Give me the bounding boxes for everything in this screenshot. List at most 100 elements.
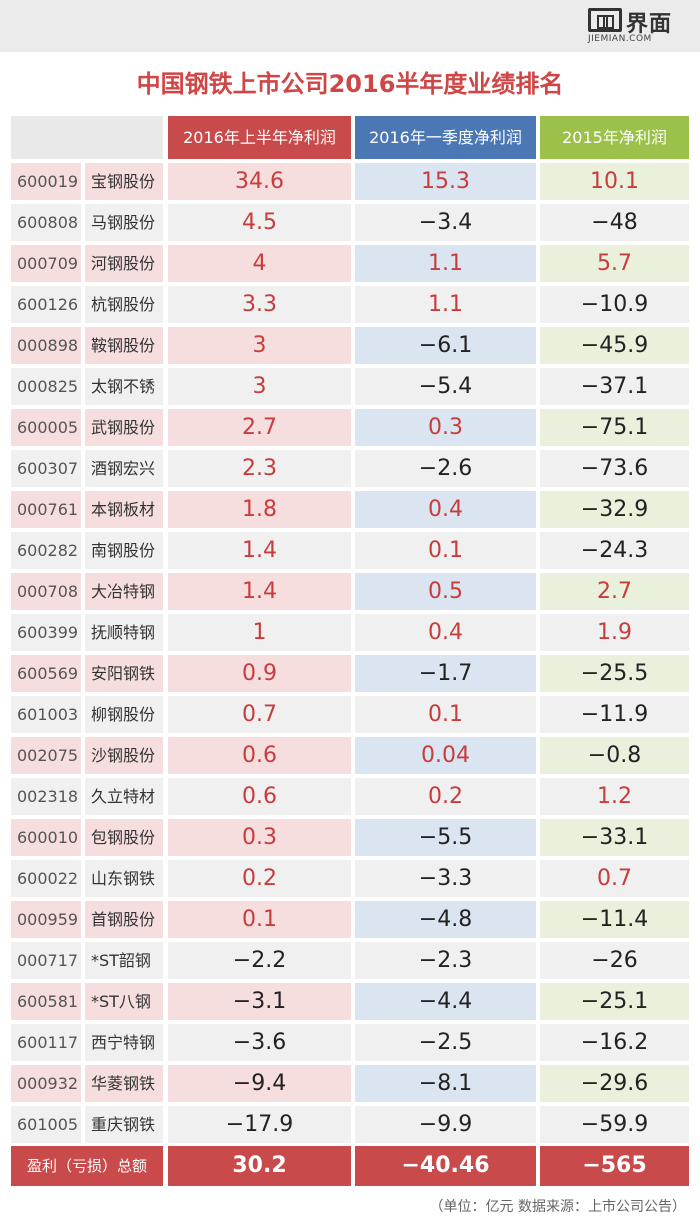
value-2015: −32.9 — [540, 491, 689, 528]
stock-code: 600117 — [11, 1024, 81, 1061]
table-row: 600282 南钢股份 1.4 0.1 −24.3 — [0, 530, 700, 571]
value-2015: −45.9 — [540, 327, 689, 364]
value-2015: −73.6 — [540, 450, 689, 487]
table-row: 600399 抚顺特钢 1 0.4 1.9 — [0, 612, 700, 653]
value-h1-2016: −3.6 — [168, 1024, 351, 1061]
value-h1-2016: 0.2 — [168, 860, 351, 897]
company-name: 杭钢股份 — [85, 286, 163, 323]
stock-code: 600019 — [11, 163, 81, 200]
value-2015: −24.3 — [540, 532, 689, 569]
value-q1-2016: 0.5 — [355, 573, 536, 610]
company-name: 马钢股份 — [85, 204, 163, 241]
value-2015: 10.1 — [540, 163, 689, 200]
value-2015: 1.2 — [540, 778, 689, 815]
company-name: 酒钢宏兴 — [85, 450, 163, 487]
value-q1-2016: 15.3 — [355, 163, 536, 200]
stock-code: 600010 — [11, 819, 81, 856]
stock-code: 002075 — [11, 737, 81, 774]
table-header: 2016年上半年净利润 2016年一季度净利润 2015年净利润 — [0, 116, 700, 159]
table-row: 600808 马钢股份 4.5 −3.4 −48 — [0, 202, 700, 243]
total-value-q1-2016: −40.46 — [355, 1146, 536, 1186]
table-row: 600005 武钢股份 2.7 0.3 −75.1 — [0, 407, 700, 448]
table-row: 600581 *ST八钢 −3.1 −4.4 −25.1 — [0, 981, 700, 1022]
table-row: 000717 *ST韶钢 −2.2 −2.3 −26 — [0, 940, 700, 981]
table-row: 600307 酒钢宏兴 2.3 −2.6 −73.6 — [0, 448, 700, 489]
value-2015: −0.8 — [540, 737, 689, 774]
logo-text-en: JIEMIAN.COM — [588, 34, 652, 44]
table-row: 601003 柳钢股份 0.7 0.1 −11.9 — [0, 694, 700, 735]
value-q1-2016: 0.1 — [355, 532, 536, 569]
company-name: 首钢股份 — [85, 901, 163, 938]
value-q1-2016: −1.7 — [355, 655, 536, 692]
value-2015: −29.6 — [540, 1065, 689, 1102]
stock-code: 600399 — [11, 614, 81, 651]
value-q1-2016: 0.04 — [355, 737, 536, 774]
value-q1-2016: −9.9 — [355, 1106, 536, 1143]
logo-mark-icon — [588, 8, 622, 32]
value-q1-2016: −4.4 — [355, 983, 536, 1020]
value-q1-2016: −5.5 — [355, 819, 536, 856]
header-h1-2016: 2016年上半年净利润 — [168, 116, 351, 159]
value-2015: −11.4 — [540, 901, 689, 938]
value-2015: −26 — [540, 942, 689, 979]
value-q1-2016: −2.5 — [355, 1024, 536, 1061]
company-name: 包钢股份 — [85, 819, 163, 856]
value-h1-2016: 4.5 — [168, 204, 351, 241]
table-body: 600019 宝钢股份 34.6 15.3 10.1 600808 马钢股份 4.5 −3.4−… — [0, 161, 700, 1145]
value-h1-2016: 0.6 — [168, 737, 351, 774]
table-row: 000761 本钢板材 1.8 0.4 −32.9 — [0, 489, 700, 530]
company-name: 武钢股份 — [85, 409, 163, 446]
table-row: 600010 包钢股份 0.3 −5.5 −33.1 — [0, 817, 700, 858]
value-h1-2016: −17.9 — [168, 1106, 351, 1143]
value-q1-2016: −3.4 — [355, 204, 536, 241]
company-name: 西宁特钢 — [85, 1024, 163, 1061]
stock-code: 000708 — [11, 573, 81, 610]
value-h1-2016: −9.4 — [168, 1065, 351, 1102]
company-name: 抚顺特钢 — [85, 614, 163, 651]
value-q1-2016: 1.1 — [355, 286, 536, 323]
value-2015: 1.9 — [540, 614, 689, 651]
value-q1-2016: 0.1 — [355, 696, 536, 733]
total-value-h1-2016: 30.2 — [168, 1146, 351, 1186]
header-q1-2016: 2016年一季度净利润 — [355, 116, 536, 159]
value-h1-2016: 3.3 — [168, 286, 351, 323]
company-name: 鞍钢股份 — [85, 327, 163, 364]
stock-code: 600307 — [11, 450, 81, 487]
stock-code: 600005 — [11, 409, 81, 446]
value-q1-2016: −5.4 — [355, 368, 536, 405]
value-q1-2016: 0.2 — [355, 778, 536, 815]
value-h1-2016: 2.3 — [168, 450, 351, 487]
value-h1-2016: 1.4 — [168, 532, 351, 569]
table-row: 600019 宝钢股份 34.6 15.3 10.1 — [0, 161, 700, 202]
value-h1-2016: 2.7 — [168, 409, 351, 446]
value-h1-2016: 4 — [168, 245, 351, 282]
stock-code: 000932 — [11, 1065, 81, 1102]
company-name: 河钢股份 — [85, 245, 163, 282]
value-2015: −33.1 — [540, 819, 689, 856]
total-label: 盈利（亏损）总额 — [11, 1146, 163, 1186]
value-q1-2016: −4.8 — [355, 901, 536, 938]
table-row: 600126 杭钢股份 3.3 1.1 −10.9 — [0, 284, 700, 325]
stock-code: 600126 — [11, 286, 81, 323]
company-name: *ST韶钢 — [85, 942, 163, 979]
value-2015: 5.7 — [540, 245, 689, 282]
stock-code: 000709 — [11, 245, 81, 282]
table-row: 600569 安阳钢铁 0.9 −1.7 −25.5 — [0, 653, 700, 694]
chart-title: 中国钢铁上市公司2016半年度业绩排名 — [136, 70, 564, 98]
total-row: 盈利（亏损）总额 30.2 −40.46 −565 — [0, 1146, 700, 1186]
company-name: 安阳钢铁 — [85, 655, 163, 692]
header-blank — [11, 116, 163, 159]
value-q1-2016: 0.4 — [355, 491, 536, 528]
value-h1-2016: 0.1 — [168, 901, 351, 938]
value-q1-2016: −2.3 — [355, 942, 536, 979]
logo-text-cn: 界面 — [626, 12, 673, 37]
company-name: 太钢不锈 — [85, 368, 163, 405]
stock-code: 000825 — [11, 368, 81, 405]
jiemian-logo[interactable]: 界面 JIEMIAN.COM — [588, 7, 688, 45]
value-2015: −25.5 — [540, 655, 689, 692]
table-row: 000708 大冶特钢 1.4 0.5 2.7 — [0, 571, 700, 612]
stock-code: 000898 — [11, 327, 81, 364]
stock-code: 601005 — [11, 1106, 81, 1143]
stock-code: 600569 — [11, 655, 81, 692]
value-q1-2016: 0.3 — [355, 409, 536, 446]
